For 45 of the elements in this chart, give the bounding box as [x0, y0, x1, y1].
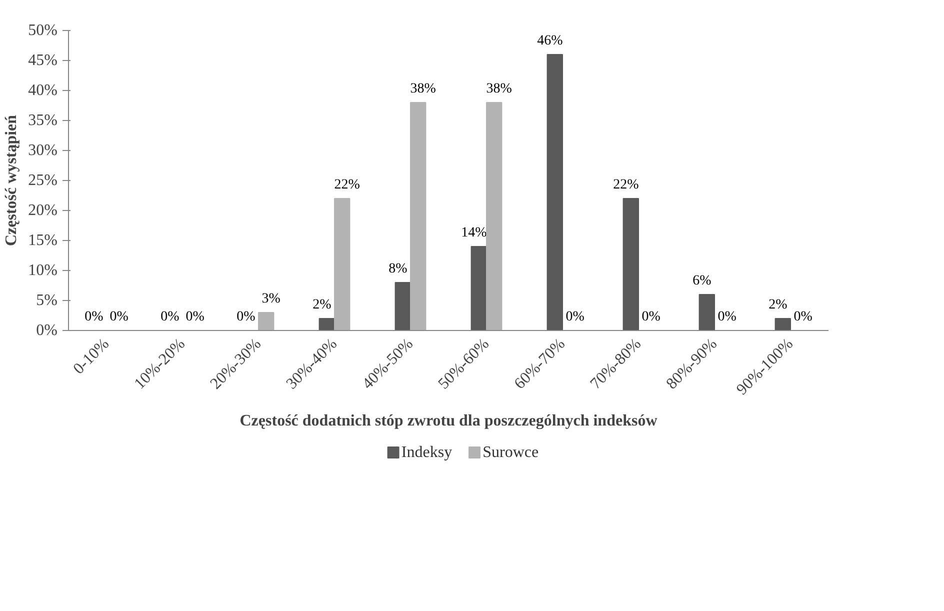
data-label: 14%	[461, 226, 488, 240]
data-label: 22%	[334, 178, 360, 192]
data-label: 0%	[110, 310, 129, 324]
y-tick-label: 45%	[28, 52, 58, 69]
data-label: 0%	[160, 310, 180, 324]
data-label: 6%	[692, 274, 712, 288]
data-label: 8%	[388, 262, 408, 276]
y-tick-label: 40%	[28, 82, 58, 99]
y-tick-label: 35%	[28, 112, 58, 129]
data-label: 2%	[768, 298, 788, 312]
data-label: 2%	[312, 298, 332, 312]
y-tick-label: 20%	[28, 202, 58, 219]
bar	[622, 198, 639, 330]
data-label: 0%	[794, 310, 813, 324]
data-label: 0%	[186, 310, 205, 324]
data-label: 0%	[566, 310, 585, 324]
bar	[698, 294, 715, 330]
data-label: 0%	[642, 310, 661, 324]
data-label: 0%	[84, 310, 104, 324]
legend-label: Indeksy	[401, 444, 452, 461]
bar	[258, 312, 274, 330]
y-tick-label: 25%	[28, 172, 58, 189]
bar	[486, 102, 502, 330]
bar	[334, 198, 350, 330]
y-tick-label: 0%	[36, 322, 58, 339]
data-label: 3%	[262, 292, 281, 306]
bar	[410, 102, 426, 330]
bar	[470, 246, 487, 330]
y-tick-label: 15%	[28, 232, 58, 249]
y-tick-label: 50%	[28, 22, 58, 39]
y-axis-title: Częstość wystąpień	[3, 114, 20, 246]
data-label: 38%	[410, 82, 436, 96]
y-tick-label: 5%	[36, 292, 58, 309]
bar	[394, 282, 411, 330]
data-label: 0%	[718, 310, 737, 324]
y-tick-label: 10%	[28, 262, 58, 279]
x-axis-title: Częstość dodatnich stóp zwrotu dla poszczególnych indeksów	[240, 412, 658, 430]
data-label: 0%	[236, 310, 256, 324]
legend-label: Surowce	[482, 444, 539, 461]
bar	[774, 318, 791, 330]
data-label: 22%	[613, 178, 640, 192]
y-tick-label: 30%	[28, 142, 58, 159]
data-label: 38%	[486, 82, 512, 96]
data-label: 46%	[537, 34, 564, 48]
bar	[546, 54, 563, 330]
